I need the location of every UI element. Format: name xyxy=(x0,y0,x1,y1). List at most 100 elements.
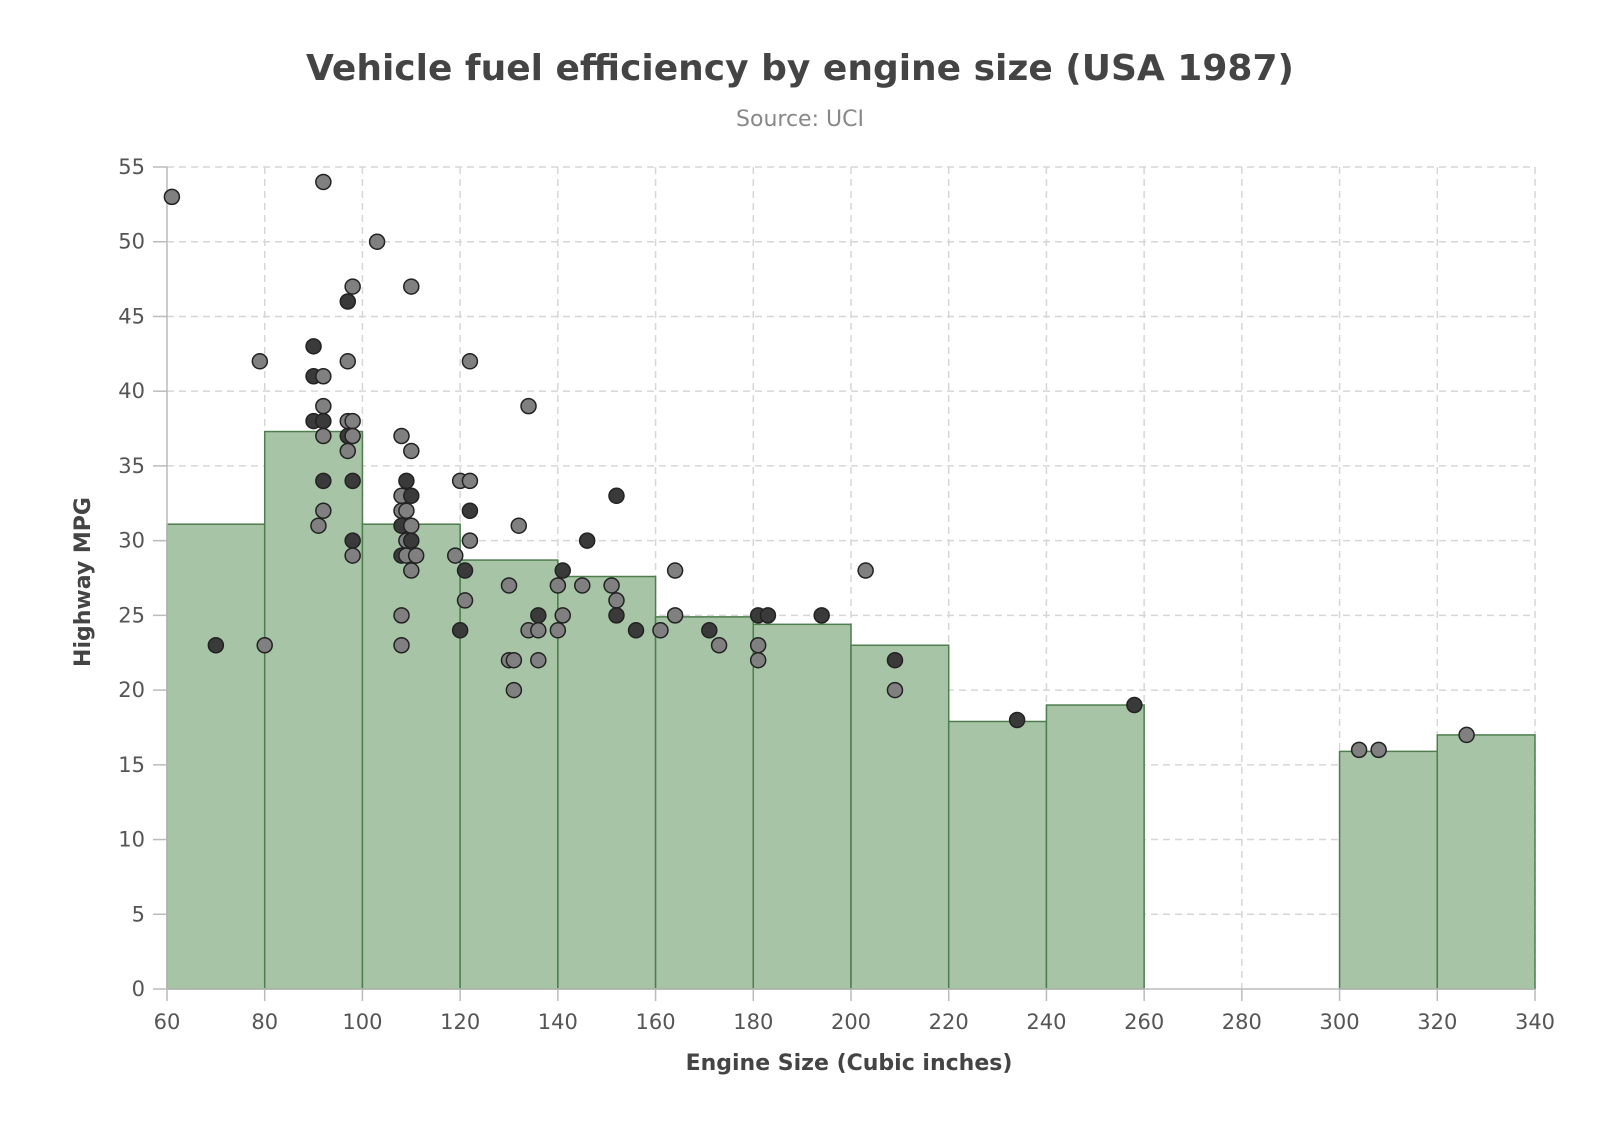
scatter-point xyxy=(403,562,420,579)
scatter-point xyxy=(749,637,767,654)
x-tick-label: 340 xyxy=(1515,1010,1555,1034)
scatter-point xyxy=(759,607,777,624)
scatter-point xyxy=(520,397,537,415)
scatter-point xyxy=(574,577,591,594)
scatter-point xyxy=(315,367,332,385)
scatter-point xyxy=(813,607,830,624)
scatter-point xyxy=(603,577,620,594)
x-tick-label: 240 xyxy=(1026,1010,1066,1034)
chart-title: Vehicle fuel efficiency by engine size (… xyxy=(306,48,1294,89)
scatter-point xyxy=(344,412,361,430)
scatter-point xyxy=(403,442,420,460)
scatter-point xyxy=(403,532,420,549)
x-tick-label: 180 xyxy=(733,1010,773,1034)
scatter-point xyxy=(710,637,728,654)
scatter-point xyxy=(393,427,410,445)
y-tick-label: 35 xyxy=(118,454,145,478)
y-tick-label: 30 xyxy=(118,529,145,553)
scatter-point xyxy=(456,592,474,609)
scatter-point xyxy=(403,517,420,534)
scatter-point xyxy=(339,353,357,370)
y-tick-label: 20 xyxy=(118,678,145,702)
scatter-point xyxy=(339,442,357,460)
scatter-point xyxy=(608,607,625,624)
x-tick-label: 100 xyxy=(342,1010,382,1034)
x-tick-label: 300 xyxy=(1320,1010,1360,1034)
x-tick-label: 280 xyxy=(1222,1010,1262,1034)
y-axis-title: Highway MPG xyxy=(71,497,96,667)
scatter-point xyxy=(701,622,718,639)
scatter-point xyxy=(398,472,415,490)
scatter-point xyxy=(344,547,361,564)
tick-labels: 0 5 10 15 20 25 30 35 40 45 50 55 60 80 100 120 140 160 18… xyxy=(118,155,1555,1034)
scatter-point xyxy=(1370,741,1387,759)
scatter-point xyxy=(315,502,332,519)
scatter-point xyxy=(398,502,415,519)
y-tick-label: 50 xyxy=(118,230,145,254)
scatter-point xyxy=(608,592,625,609)
histogram-bar xyxy=(1436,734,1536,990)
scatter-point xyxy=(368,233,386,250)
chart-subtitle: Source: UCI xyxy=(736,107,864,132)
histogram-bar xyxy=(263,430,364,990)
x-tick-label: 200 xyxy=(831,1010,871,1034)
scatter-point xyxy=(666,562,684,579)
scatter-point xyxy=(1350,741,1368,759)
x-tick-label: 120 xyxy=(440,1010,480,1034)
scatter-point xyxy=(310,517,327,534)
scatter-point xyxy=(344,278,361,295)
scatter-point xyxy=(505,681,523,699)
histogram-bar xyxy=(557,575,657,990)
scatter-point xyxy=(549,577,567,594)
scatter-point xyxy=(652,622,669,639)
scatter-point xyxy=(451,622,469,639)
y-tick-label: 40 xyxy=(118,379,145,403)
scatter-point xyxy=(403,487,420,505)
scatter-point xyxy=(530,651,547,669)
scatter-point xyxy=(886,681,904,699)
scatter-point xyxy=(339,293,357,310)
y-tick-label: 25 xyxy=(118,603,145,627)
y-tick-label: 15 xyxy=(118,753,145,777)
scatter-point xyxy=(1126,696,1143,714)
scatter-point xyxy=(1008,711,1026,729)
histogram-bar xyxy=(1045,704,1145,990)
scatter-point xyxy=(403,278,420,295)
scatter-point xyxy=(500,577,518,594)
y-tick-label: 0 xyxy=(132,977,145,1001)
histogram-bar xyxy=(850,644,950,990)
scatter-point xyxy=(344,427,361,445)
scatter-point xyxy=(886,651,904,669)
scatter-point xyxy=(315,173,332,191)
histogram-bar xyxy=(1338,750,1439,990)
scatter-point xyxy=(407,547,425,564)
histogram-bar xyxy=(752,623,852,990)
scatter-point xyxy=(461,353,479,370)
scatter-point xyxy=(1458,726,1475,744)
scatter-point xyxy=(305,338,322,355)
scatter-point xyxy=(510,517,528,534)
scatter-point xyxy=(666,607,684,624)
x-axis-title: Engine Size (Cubic inches) xyxy=(686,1051,1013,1076)
scatter-point xyxy=(344,472,361,490)
scatter-point xyxy=(554,562,571,579)
scatter-point xyxy=(251,353,269,370)
scatter-points xyxy=(163,173,1475,759)
scatter-point xyxy=(163,188,181,206)
axes xyxy=(153,166,1536,1001)
y-tick-label: 10 xyxy=(118,828,145,852)
scatter-point xyxy=(344,532,361,549)
x-tick-label: 220 xyxy=(929,1010,969,1034)
scatter-point xyxy=(549,622,567,639)
histogram-bar xyxy=(947,720,1048,990)
scatter-point xyxy=(530,622,547,639)
scatter-point xyxy=(608,487,625,505)
scatter-point xyxy=(256,637,273,654)
scatter-point xyxy=(857,562,874,579)
histogram-bar xyxy=(361,523,461,990)
x-tick-label: 140 xyxy=(538,1010,578,1034)
scatter-point xyxy=(578,532,596,549)
scatter-point xyxy=(749,651,767,669)
